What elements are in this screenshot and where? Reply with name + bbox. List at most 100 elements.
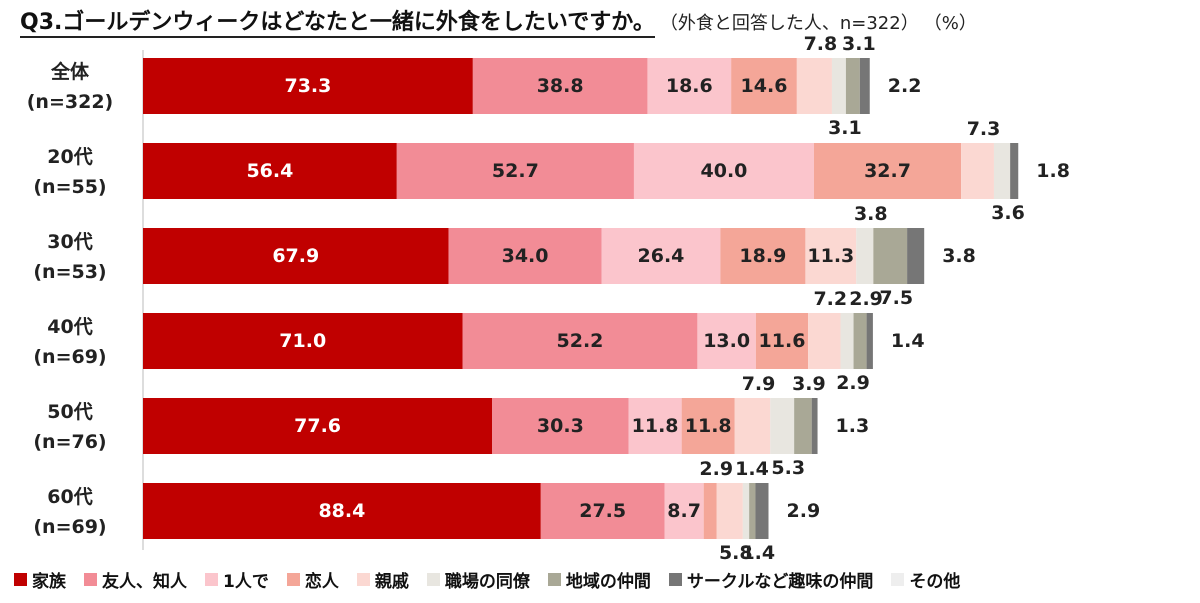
data-label-outside: 3.9 <box>792 373 826 395</box>
bar-segment <box>472 58 648 114</box>
data-label: 32.7 <box>864 160 911 182</box>
data-label-outside: 1.3 <box>836 415 870 437</box>
data-label: 52.2 <box>557 330 604 352</box>
bar-segment <box>628 398 682 454</box>
data-label-outside: 1.4 <box>741 542 775 564</box>
category-n-label: (n=53) <box>33 261 106 283</box>
legend-swatch <box>426 573 440 586</box>
legend-label: 家族 <box>32 572 66 592</box>
data-label-outside: 3.1 <box>842 33 876 55</box>
data-label-outside: 1.4 <box>891 330 925 352</box>
unit-label: （%） <box>932 13 977 34</box>
bar-segment <box>853 313 867 369</box>
data-label: 73.3 <box>284 75 331 97</box>
legend-label: 1人で <box>223 572 269 592</box>
legend-item: 友人、知人 <box>84 567 187 592</box>
bar-segment <box>697 313 756 369</box>
bar-segment <box>681 398 735 454</box>
data-label: 30.3 <box>537 415 584 437</box>
data-label-outside: 5.8 <box>719 542 753 564</box>
data-label: 67.9 <box>272 245 319 267</box>
bar-segment <box>796 58 832 114</box>
legend-swatch <box>668 573 682 586</box>
data-label-outside: 5.3 <box>771 457 805 479</box>
data-label: 77.6 <box>294 415 341 437</box>
category-label: 30代 <box>47 231 92 253</box>
bar-segment <box>961 143 994 199</box>
data-label: 8.7 <box>667 500 701 522</box>
data-label: 38.8 <box>537 75 584 97</box>
legend-item: 親戚 <box>356 567 409 592</box>
legend-label: 友人、知人 <box>102 572 187 592</box>
chart-title: Q3.ゴールデンウィークはどなたと一緒に外食をしたいですか。 <box>20 10 655 38</box>
bar-segment <box>845 58 860 114</box>
bar-segment <box>731 58 797 114</box>
data-label: 14.6 <box>741 75 788 97</box>
bar-segment <box>664 483 704 539</box>
bar-segment <box>859 58 870 114</box>
category-n-label: (n=76) <box>33 431 106 453</box>
data-label: 11.6 <box>759 330 806 352</box>
bar-segment <box>831 58 846 114</box>
category-label: 60代 <box>47 486 92 508</box>
data-label-outside: 2.2 <box>888 75 922 97</box>
legend-label: 地域の仲間 <box>565 572 651 592</box>
legend-label: 親戚 <box>374 572 409 592</box>
legend-swatch <box>205 573 218 586</box>
data-label-outside: 2.9 <box>699 458 733 480</box>
bar-segment <box>720 228 806 284</box>
legend-item: 職場の同僚 <box>426 567 530 592</box>
bar-segment <box>742 483 750 539</box>
data-label: 18.6 <box>666 75 713 97</box>
data-label-outside: 7.3 <box>967 118 1001 140</box>
data-label-outside: 7.2 <box>813 288 847 310</box>
bar-segment <box>540 483 665 539</box>
bar-segment <box>143 398 493 454</box>
category-label: 40代 <box>47 316 92 338</box>
data-label: 13.0 <box>703 330 750 352</box>
chart-subtitle: （外食と回答した人、n=322） <box>668 13 919 34</box>
data-label: 11.3 <box>807 245 854 267</box>
data-label: 40.0 <box>701 160 748 182</box>
legend-label: 恋人 <box>304 572 339 592</box>
legend-item: 1人で <box>205 567 269 592</box>
bar-segment <box>647 58 732 114</box>
bar-segment <box>840 313 854 369</box>
data-label-outside: 2.9 <box>836 372 870 394</box>
legend-swatch <box>356 573 370 586</box>
data-label: 88.4 <box>318 500 365 522</box>
category-n-label: (n=69) <box>33 516 106 538</box>
bar-segment <box>811 398 818 454</box>
bar-segment <box>716 483 743 539</box>
bar-segment <box>734 398 771 454</box>
bar-segment <box>794 398 812 454</box>
data-label-outside: 3.1 <box>828 117 862 139</box>
data-label: 34.0 <box>502 245 549 267</box>
data-label: 11.8 <box>632 415 679 437</box>
data-label-outside: 1.4 <box>735 458 769 480</box>
bar-segment <box>856 228 874 284</box>
legend-swatch <box>14 573 27 586</box>
bar-segment <box>755 313 809 369</box>
legend-swatch <box>891 573 905 586</box>
bar-segment <box>813 143 962 199</box>
legend-item: 恋人 <box>286 567 339 592</box>
legend-label: その他 <box>909 572 961 592</box>
bar-segment <box>396 143 634 199</box>
data-label-outside: 2.9 <box>787 500 821 522</box>
legend-item: 地域の仲間 <box>547 567 651 592</box>
bar-segment <box>993 143 1011 199</box>
chart-title-row: Q3.ゴールデンウィークはどなたと一緒に外食をしたいですか。 （外食と回答した人、… <box>20 4 977 38</box>
data-label-outside: 1.8 <box>1036 160 1070 182</box>
bar-segment <box>143 483 541 539</box>
legend-label: サークルなど趣味の仲間 <box>686 572 874 592</box>
data-label-outside: 7.5 <box>879 287 913 309</box>
bar-segment <box>462 313 698 369</box>
category-n-label: (n=322) <box>27 91 113 113</box>
bar-segment <box>448 228 602 284</box>
legend: 家族 友人、知人 1人で 恋人 親戚 職場の同僚 地域の仲間 サークルなど趣味の仲間 その他 <box>14 567 960 592</box>
data-label: 18.9 <box>739 245 786 267</box>
data-label: 56.4 <box>246 160 293 182</box>
legend-swatch <box>547 573 561 586</box>
